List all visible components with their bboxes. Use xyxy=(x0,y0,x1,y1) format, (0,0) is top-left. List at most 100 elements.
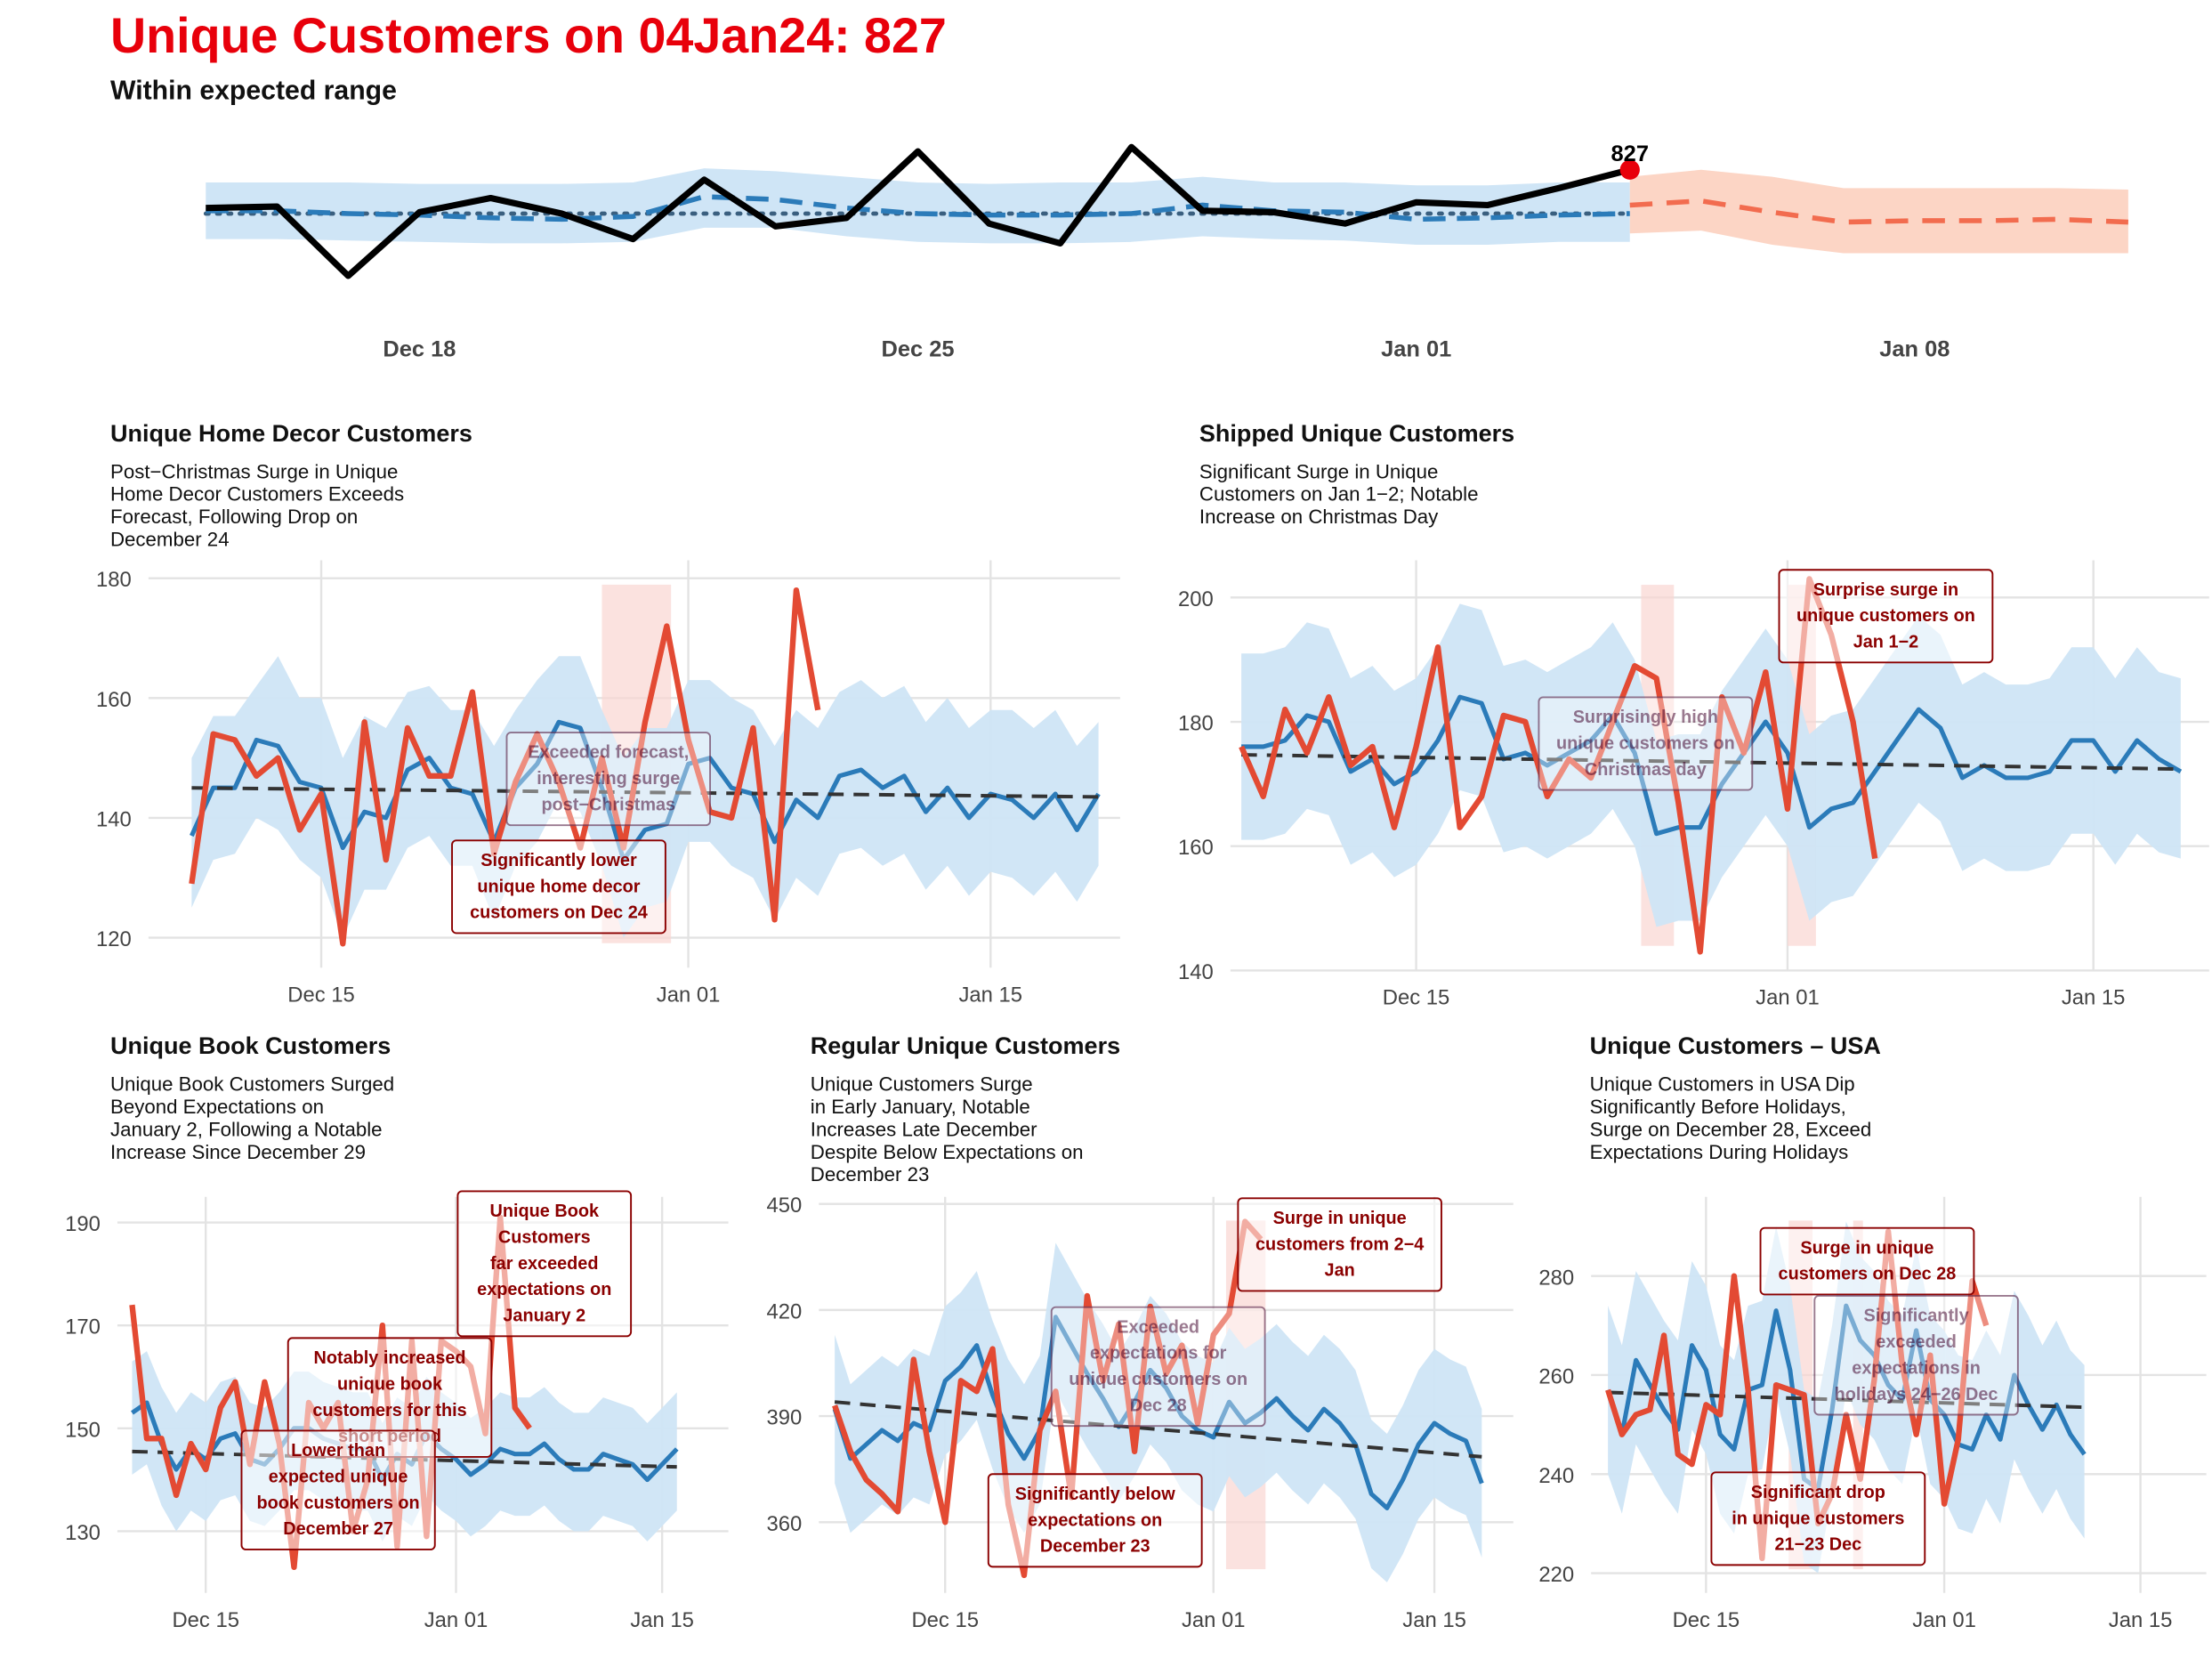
trend-line xyxy=(834,1400,1482,1459)
y-tick-label: 390 xyxy=(766,1406,802,1430)
y-tick-label: 260 xyxy=(1538,1365,1574,1389)
annotation-text: unique customers on xyxy=(1069,1370,1247,1389)
annotation: Notably increased unique book customers fo… xyxy=(287,1337,493,1458)
annotation-text: Significantly lower xyxy=(480,851,637,870)
y-tick-label: 180 xyxy=(96,568,132,592)
annotation-text: expectations in xyxy=(1852,1358,1981,1378)
annotation-text: book customers on xyxy=(257,1493,420,1513)
annotation-text: Christmas day xyxy=(1585,760,1707,780)
annotation-text: December 27 xyxy=(283,1519,393,1539)
x-tick-label: Jan 15 xyxy=(630,1608,694,1632)
annotation-box xyxy=(1778,569,1994,664)
x-tick-label: Jan 01 xyxy=(1912,1608,1976,1632)
y-tick-label: 200 xyxy=(1178,587,1214,611)
annotation-text: Exceeded forecast, xyxy=(528,743,689,763)
annotation-box xyxy=(1710,1471,1926,1566)
actual-line xyxy=(206,143,1631,279)
x-tick-label: Jan 15 xyxy=(2062,986,2126,1010)
expected-line xyxy=(832,1315,1484,1510)
usa-chart: 220 240 260 280 Dec 15 Jan 01 Jan 15 Surge in u… xyxy=(1538,1196,2207,1632)
annotation-text: December 23 xyxy=(1040,1537,1150,1557)
annotation-text: Customers xyxy=(498,1227,591,1247)
y-tick-label: 130 xyxy=(65,1521,101,1545)
x-tick-label: Dec 15 xyxy=(287,983,355,1007)
expected-range-band xyxy=(191,656,1099,938)
annotation-text: Exceeded xyxy=(1117,1317,1199,1337)
expected-range-band xyxy=(835,1242,1482,1582)
y-tick-label: 150 xyxy=(65,1418,101,1442)
home-decor-title: Unique Home Decor Customers xyxy=(109,420,472,448)
expected-line xyxy=(206,194,1630,223)
actual-line xyxy=(832,1218,1263,1579)
regular-chart: 360 390 420 450 Dec 15 Jan 01 Jan 15 Surge in u… xyxy=(766,1194,1514,1632)
annotation-box xyxy=(987,1473,1203,1568)
annotation-text: customers on Dec 24 xyxy=(470,903,648,923)
annotation-text: Surge in unique xyxy=(1273,1209,1407,1228)
annotation-text: Surprise surge in xyxy=(1813,580,1958,600)
y-tick-label: 360 xyxy=(766,1512,802,1536)
actual-line xyxy=(1239,576,1878,955)
y-tick-label: 420 xyxy=(766,1299,802,1323)
x-tick-label: Jan 01 xyxy=(1756,986,1820,1010)
shipped-title: Shipped Unique Customers xyxy=(1199,420,1515,448)
x-tick-label: Jan 15 xyxy=(959,983,1023,1007)
x-tick-label: Jan 01 xyxy=(1182,1608,1246,1632)
annotation: Unique Book Customers far exceeded expectat… xyxy=(456,1190,633,1338)
annotation-text: Jan xyxy=(1325,1261,1355,1281)
shipped-chart: 140 160 180 200 Dec 15 Jan 01 Jan 15 Surprising… xyxy=(1178,560,2209,1010)
actual-line xyxy=(1605,1228,1990,1562)
forecast-line xyxy=(1629,198,2128,225)
annotation-box xyxy=(451,839,666,935)
annotation-box xyxy=(1050,1306,1266,1428)
x-tick-label: Jan 08 xyxy=(1879,337,1950,362)
usa-title: Unique Customers – USA xyxy=(1589,1032,1881,1060)
y-tick-label: 450 xyxy=(766,1194,802,1218)
x-tick-label: Dec 25 xyxy=(882,337,955,362)
x-tick-label: Dec 15 xyxy=(1383,986,1450,1010)
annotation: Surge in unique customers on Dec 28 xyxy=(1759,1226,1975,1296)
actual-line xyxy=(189,587,821,947)
x-tick-label: Dec 15 xyxy=(1673,1608,1740,1632)
annotation-text: customers on Dec 28 xyxy=(1779,1265,1957,1284)
annotation-text: unique book xyxy=(337,1374,443,1394)
home-decor-chart: 120 140 160 180 Dec 15 Jan 01 Jan 15 Exceeded f… xyxy=(96,560,1120,1007)
annotation-text: customers for this xyxy=(312,1401,466,1420)
shipped-subtitle: Significant Surge in Unique Customers on… xyxy=(1199,459,1479,528)
last-point-label: 827 xyxy=(1611,142,1649,166)
usa-subtitle: Unique Customers in USA Dip Significantl… xyxy=(1589,1072,1872,1163)
annotation-box xyxy=(240,1429,436,1550)
annotation-text: Surprisingly high xyxy=(1573,708,1718,727)
y-tick-label: 220 xyxy=(1538,1563,1574,1587)
annotation-text: January 2 xyxy=(503,1307,585,1326)
annotation-text: in unique customers xyxy=(1732,1509,1904,1528)
annotation-text: unique customers on xyxy=(1796,606,1975,626)
book-title: Unique Book Customers xyxy=(109,1032,392,1060)
trend-line xyxy=(1608,1390,2085,1410)
page-title: Unique Customers on 04Jan24: 827 xyxy=(109,8,947,64)
annotation: Surge in unique customers from 2−4 Jan xyxy=(1237,1197,1442,1292)
annotation: Significant drop in unique customers 21−23… xyxy=(1710,1471,1926,1566)
overview-chart: 827 Dec 18 Dec 25 Jan 01 Jan 08 xyxy=(203,142,2128,362)
expected-range-band xyxy=(206,168,1630,245)
x-tick-label: Jan 01 xyxy=(657,983,721,1007)
annotation-text: interesting surge xyxy=(537,769,680,789)
annotation: Significantly below expectations on Decemb… xyxy=(987,1473,1203,1568)
y-tick-label: 120 xyxy=(96,927,132,951)
annotation-text: holidays 24−26 Dec xyxy=(1835,1385,1998,1404)
x-tick-label: Jan 15 xyxy=(1402,1608,1466,1632)
annotation-text: Lower than xyxy=(291,1441,385,1461)
y-tick-label: 240 xyxy=(1538,1464,1574,1488)
annotation-text: Jan 1−2 xyxy=(1853,633,1918,652)
annotation-text: Significant drop xyxy=(1751,1483,1885,1502)
annotation: Exceeded expectations for unique customers… xyxy=(1050,1306,1266,1428)
annotation: Surprisingly high unique customers on Chri… xyxy=(1538,696,1754,791)
y-tick-label: 280 xyxy=(1538,1266,1574,1290)
last-point-marker xyxy=(1619,159,1640,180)
x-tick-label: Jan 15 xyxy=(2109,1608,2173,1632)
expected-range-band xyxy=(1241,603,2181,927)
y-tick-label: 190 xyxy=(65,1212,101,1236)
trend-line xyxy=(132,1449,677,1469)
annotation-text: Notably increased xyxy=(313,1348,465,1368)
x-tick-label: Dec 18 xyxy=(383,337,456,362)
x-tick-label: Jan 01 xyxy=(1381,337,1451,362)
